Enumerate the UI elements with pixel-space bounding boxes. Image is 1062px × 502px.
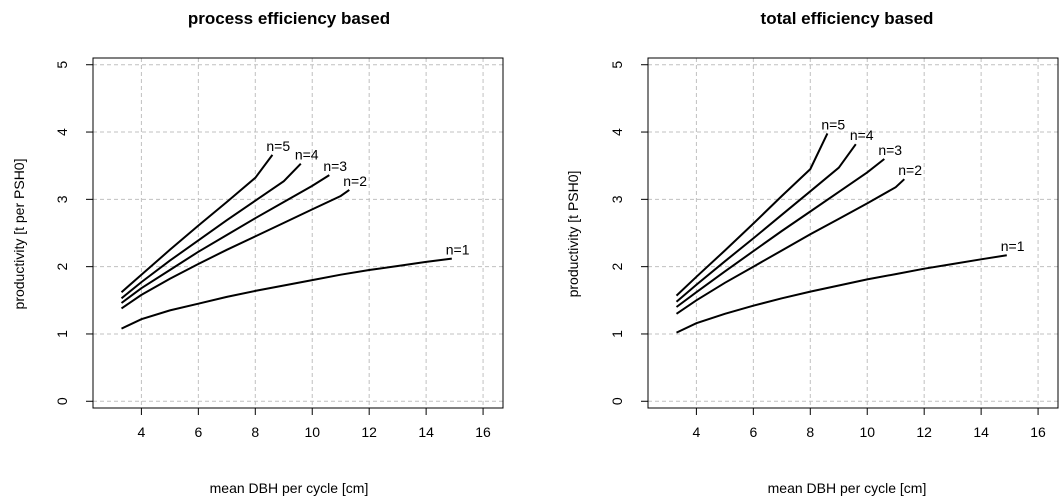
x-tick-label: 10 [304,424,320,440]
y-tick-label: 4 [609,128,625,136]
y-tick-label: 3 [54,195,70,203]
x-axis-label: mean DBH per cycle [cm] [210,480,369,496]
series-label: n=2 [898,162,922,178]
y-tick-label: 2 [609,263,625,271]
chart-title: process efficiency based [188,9,390,28]
series-label: n=4 [850,127,874,143]
x-tick-label: 6 [194,424,202,440]
x-tick-label: 8 [251,424,259,440]
plot-frame [92,57,504,409]
y-tick-label: 5 [54,61,70,69]
series-line-n-2 [675,178,905,315]
x-tick-label: 14 [973,424,989,440]
y-tick-label: 1 [609,330,625,338]
series-label: n=3 [323,158,347,174]
x-tick-label: 8 [806,424,814,440]
x-tick-label: 4 [138,424,146,440]
series-line-n-4 [120,163,302,300]
chart-panel-process-efficiency: process efficiency based mean DBH per cy… [11,9,504,496]
series-label: n=3 [878,142,902,158]
chart-panel-total-efficiency: total efficiency based mean DBH per cycl… [565,9,1059,496]
y-tick-label: 2 [54,263,70,271]
x-axis-label: mean DBH per cycle [cm] [768,480,927,496]
plot-frame [647,57,1059,409]
y-tick-label: 0 [609,397,625,405]
y-axis-label: productivity [t PSH0] [565,171,581,298]
series-line-n-1 [676,254,1007,334]
series-label: n=5 [821,116,845,132]
y-tick-label: 5 [609,61,625,69]
y-tick-label: 0 [54,397,70,405]
series-line-n-3 [675,158,885,308]
series-line-n-4 [675,143,857,303]
y-tick-label: 1 [54,330,70,338]
x-tick-label: 16 [475,424,491,440]
series-label: n=1 [446,242,470,258]
x-tick-label: 4 [693,424,701,440]
series-label: n=5 [266,138,290,154]
series-line-n-5 [120,154,274,293]
x-tick-label: 14 [418,424,434,440]
series-line-n-3 [120,174,330,304]
y-axis-label: productivity [t per PSH0] [11,159,27,310]
series-line-n-2 [120,189,350,310]
x-tick-label: 6 [749,424,757,440]
series-line-n-1 [121,257,452,330]
x-tick-label: 12 [361,424,377,440]
x-tick-label: 12 [916,424,932,440]
y-tick-label: 4 [54,128,70,136]
series-line-n-5 [675,132,829,297]
y-tick-label: 3 [609,195,625,203]
series-label: n=1 [1001,238,1025,254]
series-label: n=2 [343,173,367,189]
x-tick-label: 10 [859,424,875,440]
series-label: n=4 [295,147,319,163]
chart-title: total efficiency based [761,9,934,28]
x-tick-label: 16 [1030,424,1046,440]
